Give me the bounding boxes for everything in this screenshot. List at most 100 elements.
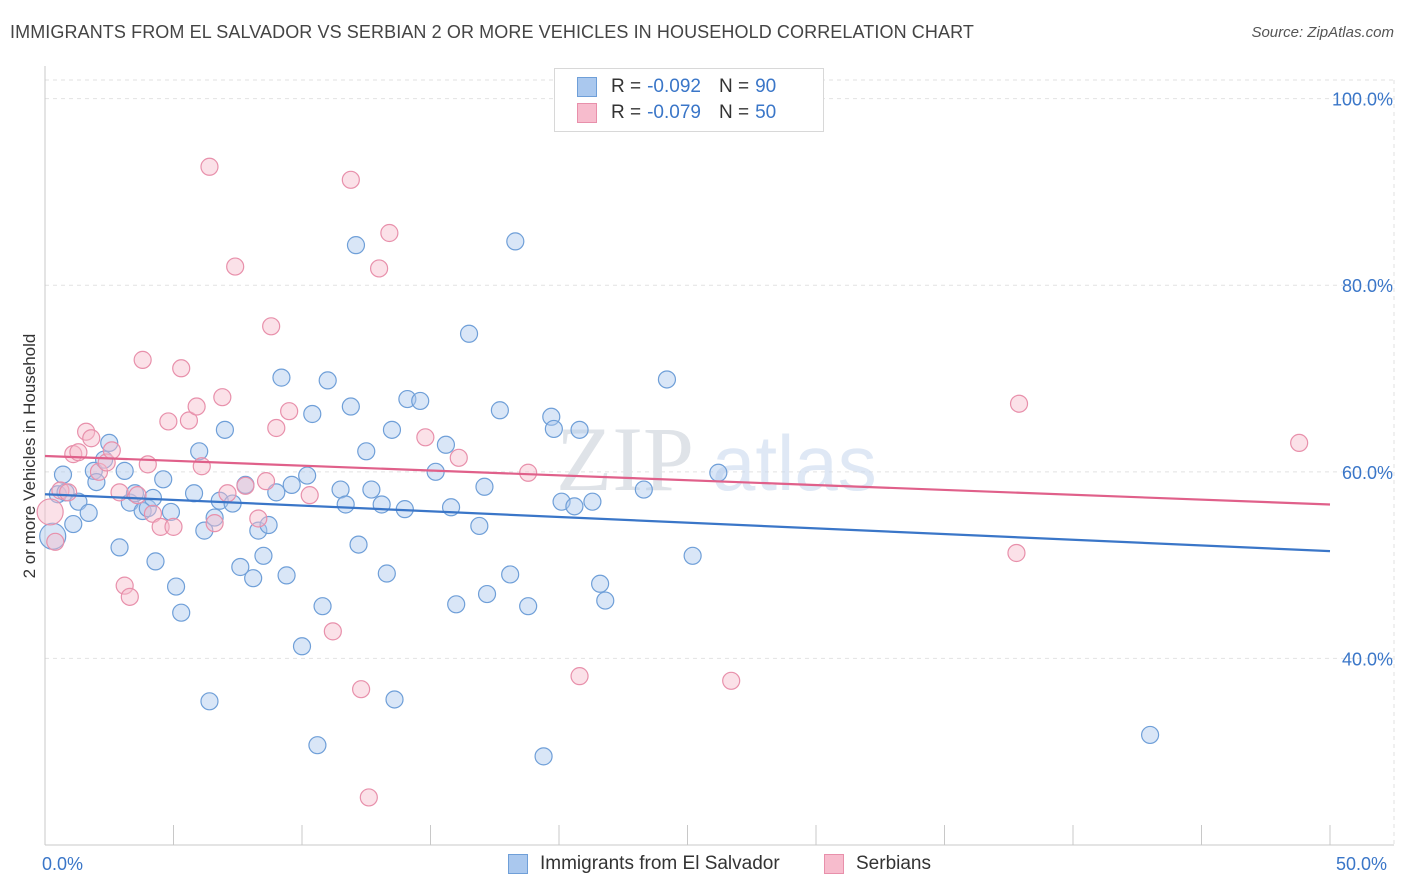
serbians-point-26 bbox=[205, 514, 224, 533]
el-salvador-point-18 bbox=[146, 552, 165, 571]
serbians-point-34 bbox=[267, 418, 286, 438]
el-salvador-point-73 bbox=[534, 747, 553, 766]
legend-swatch-serbians bbox=[577, 103, 597, 123]
el-salvador-point-6 bbox=[79, 503, 98, 522]
legend-row-el-salvador: R = -0.092 N = 90 bbox=[577, 75, 776, 99]
y-axis-label: 2 or more Vehicles in Household bbox=[20, 333, 39, 579]
el-salvador-point-69 bbox=[490, 401, 509, 420]
el-salvador-point-77 bbox=[565, 497, 584, 516]
el-salvador-point-44 bbox=[308, 736, 327, 755]
el-salvador-point-52 bbox=[357, 442, 376, 461]
chart-source: Source: ZipAtlas.com bbox=[1251, 24, 1394, 41]
bottom-legend-swatch-el-salvador bbox=[508, 854, 528, 874]
bottom-legend-label-serbians: Serbians bbox=[856, 853, 931, 874]
el-salvador-point-49 bbox=[341, 397, 360, 416]
serbians-point-40 bbox=[359, 788, 378, 807]
legend-n-value: 50 bbox=[755, 102, 777, 123]
el-salvador-point-11 bbox=[110, 538, 129, 557]
el-salvador-point-57 bbox=[385, 690, 404, 709]
el-salvador-point-65 bbox=[459, 324, 479, 343]
el-salvador-point-62 bbox=[436, 435, 456, 454]
el-salvador-point-51 bbox=[349, 535, 368, 554]
el-salvador-point-20 bbox=[161, 502, 181, 522]
legend-row-serbians: R = -0.079 N = 50 bbox=[577, 101, 776, 125]
el-salvador-point-67 bbox=[475, 477, 494, 496]
el-salvador-point-71 bbox=[506, 232, 525, 251]
serbians-point-7 bbox=[82, 429, 101, 448]
el-salvador-point-50 bbox=[346, 236, 366, 255]
el-salvador-point-55 bbox=[377, 564, 396, 583]
el-salvador-point-86 bbox=[1140, 725, 1160, 745]
serbians-point-3 bbox=[59, 483, 78, 502]
watermark-zip: ZIP bbox=[556, 408, 694, 510]
trend-line-serbians bbox=[44, 454, 1331, 506]
serbians-point-38 bbox=[341, 170, 360, 189]
el-salvador-point-85 bbox=[709, 463, 728, 482]
serbians-point-8 bbox=[89, 462, 109, 481]
serbians-point-44 bbox=[449, 448, 468, 467]
serbians-point-42 bbox=[380, 223, 399, 243]
serbians-point-48 bbox=[1007, 543, 1026, 563]
el-salvador-point-40 bbox=[282, 475, 301, 494]
serbians-point-46 bbox=[570, 667, 589, 686]
el-salvador-point-36 bbox=[259, 515, 278, 535]
serbians-point-25 bbox=[200, 157, 219, 176]
serbians-point-20 bbox=[164, 517, 183, 536]
watermark-atlas: atlas bbox=[712, 419, 877, 507]
el-salvador-point-43 bbox=[303, 404, 322, 424]
el-salvador-point-38 bbox=[272, 368, 291, 387]
serbians-point-33 bbox=[262, 317, 281, 336]
serbians-point-32 bbox=[256, 472, 276, 491]
correlation-legend: R = -0.092 N = 90 R = -0.079 N = 50 bbox=[554, 68, 824, 132]
el-salvador-point-19 bbox=[154, 470, 173, 489]
el-salvador-point-83 bbox=[657, 370, 677, 389]
el-salvador-point-53 bbox=[362, 480, 381, 499]
el-salvador-point-48 bbox=[336, 495, 355, 514]
bottom-legend-el-salvador: Immigrants from El Salvador bbox=[508, 852, 780, 876]
el-salvador-point-81 bbox=[596, 591, 615, 610]
serbians-point-35 bbox=[280, 402, 299, 421]
serbians-point-28 bbox=[218, 484, 237, 503]
el-salvador-point-84 bbox=[683, 546, 702, 565]
legend-r-label: R = bbox=[611, 102, 642, 123]
legend-n-label: N = bbox=[718, 76, 750, 97]
x-tick-label-min: 0.0% bbox=[42, 854, 84, 874]
el-salvador-point-60 bbox=[411, 391, 430, 411]
el-salvador-point-70 bbox=[501, 565, 520, 584]
el-salvador-point-66 bbox=[470, 516, 489, 536]
x-tick-label-max: 50.0% bbox=[1336, 854, 1388, 874]
el-salvador-point-64 bbox=[447, 595, 466, 614]
serbians-point-21 bbox=[172, 359, 191, 378]
el-salvador-point-33 bbox=[244, 569, 263, 588]
serbians-point-18 bbox=[151, 517, 170, 536]
el-salvador-point-39 bbox=[277, 566, 296, 585]
serbians-point-36 bbox=[300, 486, 319, 505]
serbians-point-14 bbox=[128, 486, 147, 505]
serbians-point-24 bbox=[192, 457, 211, 476]
y-tick-label-80: 80.0% bbox=[1342, 276, 1393, 296]
serbians-point-29 bbox=[226, 257, 245, 276]
serbians-point-19 bbox=[159, 412, 178, 431]
serbians-point-31 bbox=[249, 509, 268, 528]
serbians-point-16 bbox=[138, 455, 157, 474]
axes bbox=[44, 66, 1394, 846]
el-salvador-point-25 bbox=[195, 521, 214, 540]
serbians-point-15 bbox=[133, 350, 152, 369]
el-salvador-point-2 bbox=[53, 465, 73, 484]
y-tick-label-60: 60.0% bbox=[1342, 463, 1393, 483]
el-salvador-point-68 bbox=[477, 584, 497, 604]
el-salvador-point-21 bbox=[166, 577, 186, 596]
el-salvador-point-80 bbox=[591, 574, 610, 593]
el-salvador-point-82 bbox=[634, 480, 653, 499]
el-salvador-point-4 bbox=[64, 514, 83, 534]
y-tick-label-100: 100.0% bbox=[1332, 90, 1393, 110]
el-salvador-point-22 bbox=[172, 603, 191, 622]
serbians-point-22 bbox=[179, 411, 199, 430]
serbians-point-37 bbox=[323, 622, 342, 641]
el-salvador-point-23 bbox=[184, 484, 204, 503]
el-salvador-point-0 bbox=[39, 522, 67, 550]
el-salvador-point-41 bbox=[292, 637, 312, 656]
bottom-legend-serbians: Serbians bbox=[824, 852, 931, 876]
y-tick-label-40: 40.0% bbox=[1342, 649, 1393, 669]
